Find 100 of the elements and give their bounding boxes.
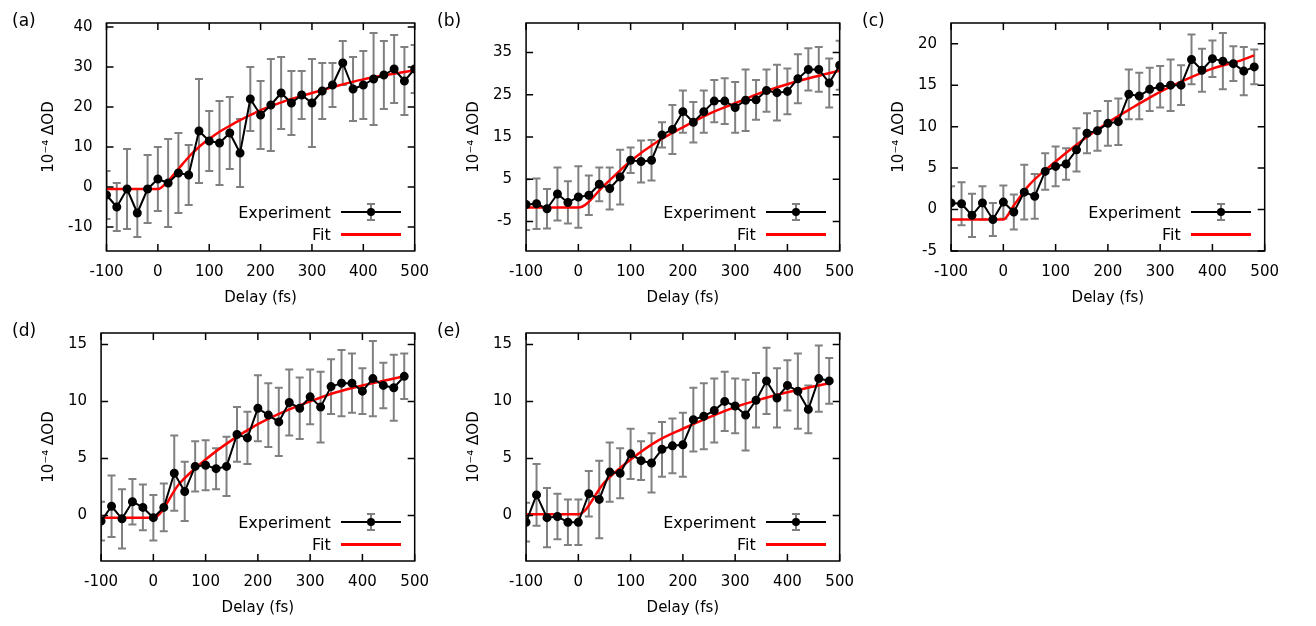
y-tick-label: 40	[73, 16, 93, 35]
point	[1187, 54, 1197, 64]
y-axis-title: 10⁻⁴ ΔOD	[463, 411, 482, 483]
point	[1092, 126, 1102, 136]
chart-title: (e)	[437, 320, 461, 340]
y-tick-label: 15	[492, 126, 513, 145]
point	[284, 398, 294, 408]
point	[573, 192, 583, 202]
point	[184, 170, 194, 180]
point	[584, 489, 594, 499]
y-axis-title: 10⁻⁴ ΔOD	[463, 101, 482, 173]
x-axis-title: Delay (fs)	[646, 597, 720, 616]
point	[988, 215, 998, 224]
y-tick-label: 0	[502, 505, 513, 524]
y-tick-label: 0	[927, 199, 938, 218]
y-tick-label: 20	[917, 33, 938, 52]
point	[338, 58, 348, 68]
point	[242, 433, 252, 443]
point	[1072, 145, 1082, 155]
point	[1082, 128, 1092, 138]
legend-label: Experiment	[663, 202, 756, 222]
point	[605, 467, 615, 477]
point	[326, 382, 336, 392]
chart-title: (d)	[12, 320, 37, 340]
point	[824, 376, 834, 386]
point	[232, 429, 242, 439]
y-tick-label: 0	[82, 176, 93, 195]
point	[1124, 89, 1134, 99]
point	[647, 155, 657, 165]
point	[615, 172, 625, 182]
point	[563, 197, 573, 207]
point	[542, 513, 552, 523]
point	[1113, 117, 1123, 127]
point	[389, 383, 399, 393]
x-tick-label: 100	[616, 261, 645, 280]
x-axis-title: Delay (fs)	[1071, 287, 1145, 306]
point	[762, 86, 772, 96]
legend-label: Experiment	[238, 512, 331, 532]
point	[1145, 84, 1155, 94]
legend-label: Fit	[311, 534, 331, 554]
x-tick-label: 300	[720, 571, 750, 590]
point	[1061, 159, 1071, 169]
point	[122, 184, 132, 194]
point	[180, 486, 190, 496]
point	[636, 456, 646, 466]
x-tick-label: 500	[1250, 261, 1280, 280]
point	[143, 184, 153, 194]
point	[552, 189, 562, 199]
point	[153, 174, 163, 184]
point	[678, 440, 688, 450]
point	[741, 95, 751, 105]
point	[378, 380, 388, 390]
y-tick-label: 5	[502, 169, 513, 188]
point	[730, 102, 740, 112]
point	[337, 378, 347, 388]
y-tick-label: 30	[73, 56, 93, 75]
point	[1249, 62, 1259, 72]
point	[1218, 56, 1228, 66]
y-tick-label: 25	[492, 84, 513, 103]
x-axis-title: Delay (fs)	[646, 287, 720, 306]
point	[1228, 59, 1238, 69]
x-tick-label: -100	[84, 571, 119, 590]
point	[369, 74, 379, 84]
point	[584, 190, 594, 200]
point	[688, 415, 698, 425]
point	[201, 460, 211, 470]
point	[657, 444, 667, 454]
point	[709, 96, 719, 106]
point	[1239, 66, 1249, 76]
point	[782, 380, 792, 390]
point	[225, 128, 235, 138]
point	[368, 374, 378, 384]
point	[297, 90, 307, 100]
point	[563, 517, 573, 527]
point	[626, 155, 636, 165]
point	[1030, 191, 1040, 201]
legend-label: Experiment	[238, 202, 331, 222]
point	[730, 401, 740, 411]
chart-title: (c)	[862, 10, 885, 30]
legend-label: Fit	[736, 534, 756, 554]
point	[389, 64, 399, 74]
point	[803, 64, 813, 74]
point	[235, 148, 245, 158]
x-tick-label: 100	[1041, 261, 1070, 280]
chart-title: (a)	[12, 10, 36, 30]
point	[204, 136, 214, 146]
point	[399, 76, 409, 86]
point	[117, 514, 127, 524]
point	[647, 458, 657, 468]
x-tick-label: 400	[773, 571, 802, 590]
y-tick-label: -5	[922, 240, 938, 259]
point	[1207, 54, 1217, 64]
point	[532, 199, 542, 209]
x-axis-title: Delay (fs)	[224, 287, 297, 306]
y-tick-label: 10	[73, 136, 93, 155]
x-tick-label: 500	[825, 261, 855, 280]
point	[803, 404, 813, 414]
x-tick-label: 300	[720, 261, 750, 280]
y-tick-label: 15	[917, 75, 938, 94]
point	[138, 502, 148, 512]
